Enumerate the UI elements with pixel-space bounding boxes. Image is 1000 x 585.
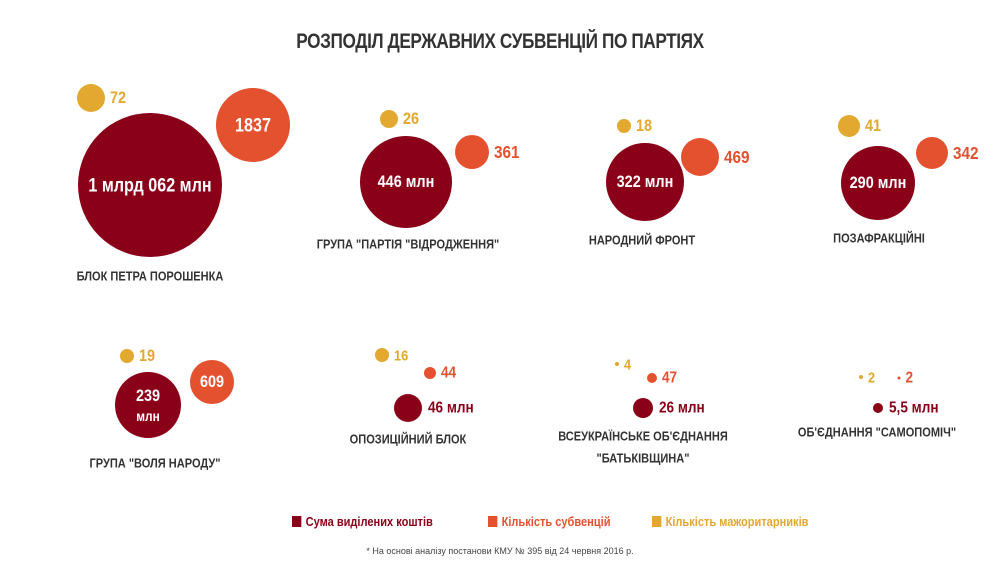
amount-label: 1 млрд 062 млн (88, 174, 211, 196)
majoritarians-label: 2 (868, 368, 875, 385)
subventions-label: 342 (953, 143, 979, 163)
legend-swatch-amount (292, 516, 302, 527)
subventions-bubble (190, 360, 234, 404)
amount-bubble (873, 403, 883, 413)
majoritarians-bubble (838, 115, 860, 137)
majoritarians-label: 41 (865, 117, 881, 135)
amount-label: млн (136, 408, 160, 424)
amount-bubble (360, 136, 452, 228)
subventions-label: 47 (662, 369, 677, 386)
majoritarians-label: 26 (403, 110, 419, 128)
majoritarians-label: 4 (624, 355, 631, 372)
amount-bubble (115, 372, 181, 438)
party-name: "БАТЬКІВЩИНА" (597, 450, 690, 465)
legend-label: Кількість мажоритарників (665, 514, 809, 529)
majoritarians-label: 19 (139, 347, 155, 365)
subventions-label: 609 (200, 373, 224, 391)
majoritarians-bubble (120, 349, 134, 363)
subventions-bubble (681, 138, 719, 176)
amount-label: 239 (136, 387, 160, 405)
majoritarians-label: 16 (394, 346, 408, 363)
amount-label: 46 млн (428, 399, 474, 416)
legend-swatch-majoritarians (652, 516, 662, 527)
amount-label: 5,5 млн (889, 399, 939, 416)
majoritarians-bubble (859, 375, 863, 379)
party-name: ГРУПА "ПАРТІЯ "ВІДРОДЖЕННЯ" (317, 236, 500, 251)
legend-swatch-subventions (488, 516, 498, 527)
party-name: ОПОЗИЦІЙНИЙ БЛОК (350, 430, 467, 446)
party-name: ГРУПА "ВОЛЯ НАРОДУ" (90, 455, 221, 470)
amount-bubble (841, 146, 915, 220)
subventions-bubble (216, 88, 290, 162)
party-name: БЛОК ПЕТРА ПОРОШЕНКА (77, 268, 224, 283)
subventions-label: 1837 (235, 114, 271, 136)
majoritarians-bubble (615, 362, 619, 366)
chart-title: РОЗПОДІЛ ДЕРЖАВНИХ СУБВЕНЦІЙ ПО ПАРТІЯХ (296, 30, 704, 53)
subventions-bubble (455, 135, 489, 169)
party-name: ВСЕУКРАЇНСЬКЕ ОБ'ЄДНАННЯ (558, 427, 728, 443)
majoritarians-label: 72 (110, 89, 126, 107)
majoritarians-label: 18 (636, 117, 652, 135)
legend-item-majoritarians: Кількість мажоритарників (652, 514, 808, 529)
legend-label: Сума виділених коштів (305, 514, 433, 529)
majoritarians-bubble (617, 119, 631, 133)
amount-bubble (606, 143, 684, 221)
party-name: НАРОДНИЙ ФРОНТ (589, 231, 696, 247)
majoritarians-bubble (375, 348, 389, 362)
subventions-label: 469 (724, 147, 750, 167)
subventions-label: 2 (906, 369, 914, 386)
amount-bubble (394, 394, 422, 422)
subventions-bubble (916, 137, 948, 169)
subventions-label: 44 (441, 364, 457, 381)
subventions-bubble (897, 376, 901, 380)
legend-item-amount: Сума виділених коштів (292, 514, 433, 529)
legend-label: Кількість субвенцій (501, 514, 611, 529)
subventions-bubble (424, 367, 436, 379)
amount-label: 290 млн (850, 174, 907, 192)
subventions-bubble (647, 373, 657, 383)
party-name: ПОЗАФРАКЦІЙНІ (833, 229, 925, 245)
amount-label: 26 млн (659, 399, 705, 416)
amount-bubble (78, 113, 222, 257)
majoritarians-bubble (77, 84, 105, 112)
majoritarians-bubble (380, 110, 398, 128)
legend-item-subventions: Кількість субвенцій (488, 514, 610, 529)
party-name: ОБ'ЄДНАННЯ "САМОПОМІЧ" (798, 424, 956, 439)
amount-label: 446 млн (378, 173, 435, 191)
subventions-label: 361 (494, 142, 520, 162)
amount-label: 322 млн (617, 173, 674, 191)
footnote: * На основі аналізу постанови КМУ № 395 … (366, 546, 634, 556)
amount-bubble (633, 398, 653, 418)
